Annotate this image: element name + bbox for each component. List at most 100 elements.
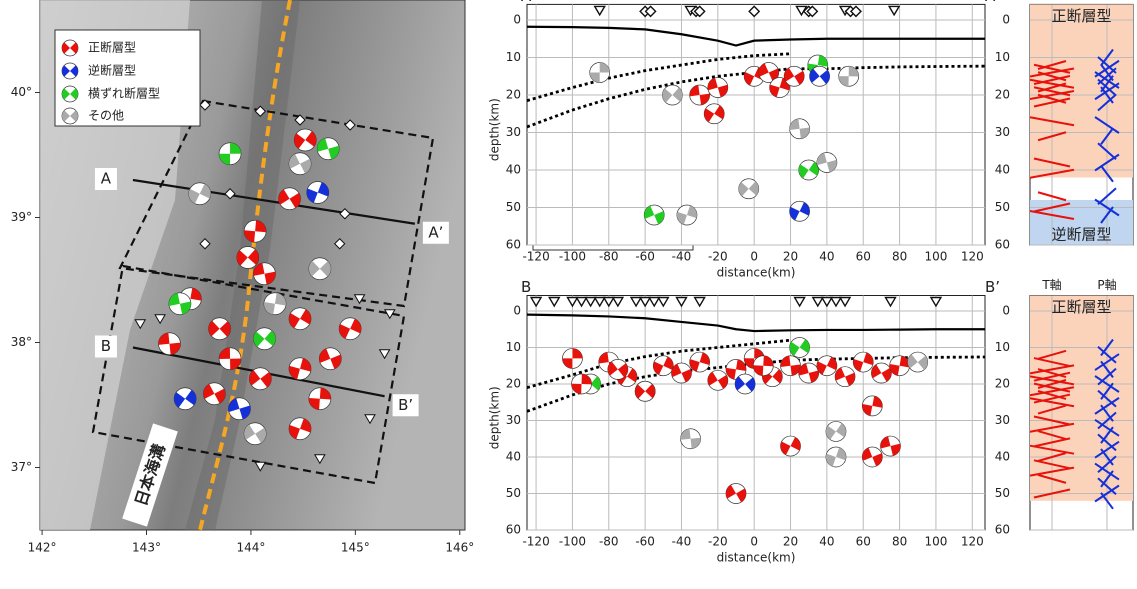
profile-label: A’ [428, 223, 443, 241]
focal-mechanism [853, 352, 873, 372]
focal-mechanism [781, 356, 801, 376]
x-tick-label: 145° [341, 541, 370, 555]
x-tick-label: 0 [750, 250, 758, 264]
focal-mechanism [817, 356, 837, 376]
x-tick-label: 40 [819, 535, 834, 549]
focal-mechanism [169, 293, 191, 315]
column-label: P軸 [1097, 0, 1116, 1]
y-tick-label: 50 [506, 486, 521, 500]
x-tick-label: 142° [28, 541, 57, 555]
focal-mechanism [653, 356, 673, 376]
focal-mechanism [244, 423, 266, 445]
y-tick-label: 0 [1002, 13, 1010, 27]
x-tick-label: -120 [522, 535, 549, 549]
x-tick-label: 80 [892, 250, 907, 264]
column-label: T軸 [1041, 278, 1061, 292]
focal-mechanism [590, 63, 610, 83]
focal-mechanism [62, 86, 78, 102]
section-start-label: A [521, 0, 532, 5]
focal-mechanism [790, 337, 810, 357]
column-label: P軸 [1097, 278, 1116, 292]
focal-mechanism [209, 318, 231, 340]
y-tick-label: 60 [995, 238, 1010, 252]
focal-mechanism [908, 352, 928, 372]
focal-mechanism [254, 263, 276, 285]
section-start-label: B [521, 278, 531, 296]
x-tick-label: 120 [961, 250, 984, 264]
y-tick-label: 50 [995, 200, 1010, 214]
x-tick-label: 100 [924, 535, 947, 549]
focal-mechanism [835, 367, 855, 387]
x-tick-label: 20 [783, 250, 798, 264]
focal-mechanism [753, 356, 773, 376]
focal-mechanism [189, 183, 211, 205]
focal-mechanism [254, 328, 276, 350]
x-tick-label: 0 [750, 535, 758, 549]
focal-mechanism [677, 205, 697, 225]
y-axis-label: depth(km) [488, 386, 502, 449]
x-tick-label: 20 [783, 535, 798, 549]
zone-label: 正断層型 [1051, 7, 1111, 25]
focal-mechanism [690, 85, 710, 105]
legend-label: その他 [88, 109, 124, 123]
focal-mechanism [62, 63, 78, 79]
focal-mechanism [264, 293, 286, 315]
x-tick-label: -40 [672, 535, 692, 549]
y-tick-label: 10 [506, 50, 521, 64]
y-tick-label: 20 [995, 88, 1010, 102]
focal-mechanism [62, 40, 78, 56]
figure: 日本海溝 正断層型 逆断層型 横ずれ断層型 その他 142°143°144°14… [0, 0, 1137, 585]
focal-mechanism [871, 363, 891, 383]
focal-mechanism [228, 398, 250, 420]
focal-mechanism [790, 201, 810, 221]
x-tick-label: 60 [856, 250, 871, 264]
focal-mechanism [839, 66, 859, 86]
focal-mechanism [562, 348, 582, 368]
focal-mechanism [635, 381, 655, 401]
y-tick-label: 50 [995, 486, 1010, 500]
focal-mechanism [662, 85, 682, 105]
x-tick-label: 146° [445, 541, 474, 555]
x-tick-label: -80 [599, 250, 619, 264]
focal-mechanism [799, 363, 819, 383]
legend-label: 横ずれ断層型 [88, 86, 160, 101]
focal-mechanism [317, 138, 339, 160]
y-tick-label: 60 [995, 523, 1010, 537]
y-tick-label: 20 [506, 88, 521, 102]
x-tick-label: 60 [856, 535, 871, 549]
focal-mechanism [279, 188, 301, 210]
focal-mechanism [671, 363, 691, 383]
y-tick-label: 30 [506, 413, 521, 427]
y-tick-label: 39° [11, 210, 32, 224]
focal-mechanism [644, 205, 664, 225]
column-label: T軸 [1041, 0, 1061, 1]
x-tick-label: -100 [559, 535, 586, 549]
focal-mechanism [244, 220, 266, 242]
profile-label: B’ [398, 396, 413, 414]
focal-mechanism [817, 153, 837, 173]
focal-mechanism [237, 247, 259, 269]
x-tick-label: 120 [961, 535, 984, 549]
zone-label: 逆断層型 [1051, 226, 1111, 244]
y-tick-label: 0 [1002, 303, 1010, 317]
y-tick-label: 60 [506, 238, 521, 252]
focal-mechanism [289, 308, 311, 330]
focal-mechanism [690, 352, 710, 372]
focal-mechanism [307, 182, 329, 204]
y-tick-label: 40 [506, 449, 521, 463]
x-tick-label: 80 [892, 535, 907, 549]
x-axis-label: distance(km) [717, 266, 796, 280]
focal-mechanism [735, 374, 755, 394]
focal-mechanism [339, 318, 361, 340]
zone-label: 正断層型 [1051, 298, 1111, 316]
y-tick-label: 20 [995, 376, 1010, 390]
focal-mechanism [739, 179, 759, 199]
focal-mechanism [681, 429, 701, 449]
x-tick-label: -100 [559, 250, 586, 264]
y-tick-label: 10 [995, 340, 1010, 354]
y-tick-label: 20 [506, 376, 521, 390]
focal-mechanism [862, 396, 882, 416]
focal-mechanism [810, 66, 830, 86]
focal-mechanism [826, 447, 846, 467]
focal-mechanism [708, 78, 728, 98]
